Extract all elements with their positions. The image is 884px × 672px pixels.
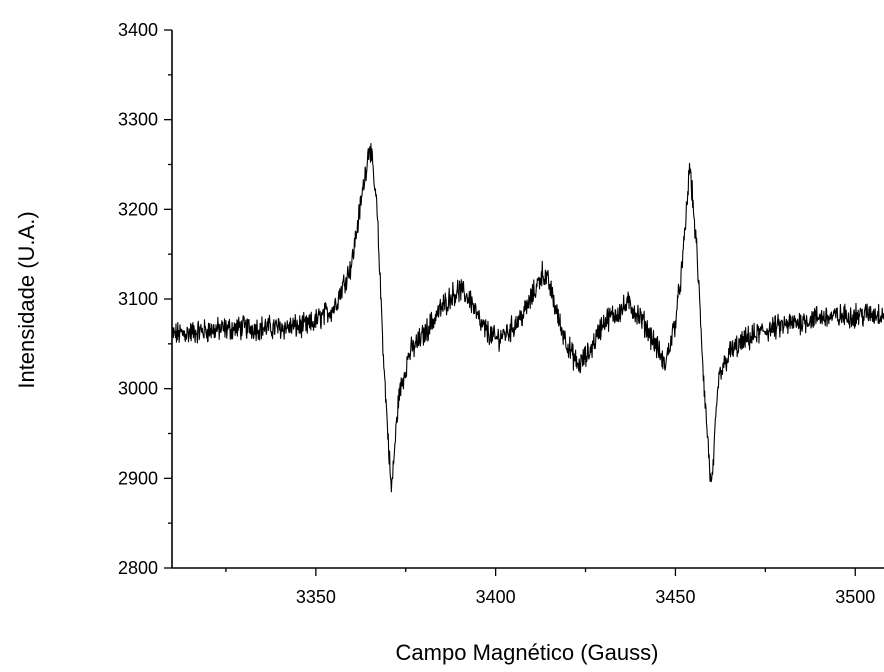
y-tick-label: 3100 — [118, 289, 158, 309]
y-tick-label: 3300 — [118, 110, 158, 130]
y-tick-label: 3200 — [118, 199, 158, 219]
spectrum-series-line — [171, 143, 884, 493]
y-tick-label: 3400 — [118, 20, 158, 40]
x-tick-label: 3400 — [476, 587, 516, 607]
y-tick-label: 3000 — [118, 379, 158, 399]
x-axis-ticks: 3350 3400 3450 3500 — [296, 568, 875, 607]
y-axis-title: Intensidade (U.A.) — [14, 211, 39, 388]
y-axis-ticks: 2800 2900 3000 3100 3200 3300 3400 — [118, 20, 172, 578]
x-tick-label: 3500 — [835, 587, 875, 607]
x-tick-label: 3350 — [296, 587, 336, 607]
x-tick-label: 3450 — [655, 587, 695, 607]
y-tick-label: 2800 — [118, 558, 158, 578]
x-axis-title: Campo Magnético (Gauss) — [396, 640, 659, 665]
y-tick-label: 2900 — [118, 468, 158, 488]
